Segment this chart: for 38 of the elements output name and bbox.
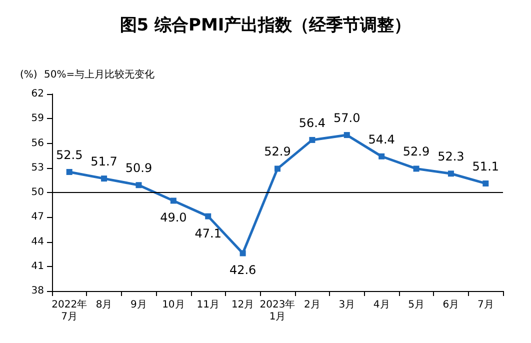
x-tick-label: 3月 xyxy=(338,300,356,310)
data-label: 51.1 xyxy=(472,159,500,174)
y-tick-label: 50 xyxy=(31,187,44,198)
x-tick-label: 9月 xyxy=(130,300,147,310)
y-tick-label: 59 xyxy=(31,113,44,124)
data-label: 52.3 xyxy=(438,150,464,164)
y-tick-label: 53 xyxy=(31,162,44,174)
x-tick-label: 12月 xyxy=(231,300,254,310)
data-label: 51.7 xyxy=(90,154,118,169)
x-tick-label: 2022年 7月 xyxy=(52,298,88,322)
x-tick-label: 2月 xyxy=(304,300,320,310)
data-label: 52.9 xyxy=(402,144,430,159)
x-tick-label: 7月 xyxy=(477,300,494,310)
y-tick-label: 56 xyxy=(31,138,44,149)
y-tick-label: 41 xyxy=(31,260,44,272)
data-label: 52.9 xyxy=(264,144,291,159)
x-tick-label: 4月 xyxy=(373,300,390,310)
data-label: 42.6 xyxy=(229,263,256,278)
y-tick-label: 62 xyxy=(31,88,44,100)
y-tick-label: 47 xyxy=(31,212,44,223)
x-tick-label: 8月 xyxy=(96,300,112,310)
data-label: 49.0 xyxy=(160,210,187,225)
data-label: 57.0 xyxy=(334,111,360,126)
chart-title: 图5 综合PMI产出指数（经季节调整） xyxy=(120,16,412,36)
x-tick-label: 6月 xyxy=(442,300,460,310)
x-tick-label: 11月 xyxy=(196,300,220,310)
data-label: 52.5 xyxy=(56,148,83,162)
y-axis-title: (%) xyxy=(20,70,38,80)
text: 50%=与上月比较无变化 xyxy=(44,68,155,80)
data-label: 54.4 xyxy=(368,132,395,146)
y-tick-label: 38 xyxy=(31,286,44,296)
x-tick-label: 10月 xyxy=(162,300,185,310)
y-tick-label: 44 xyxy=(31,236,44,248)
data-label: 56.4 xyxy=(298,116,326,130)
data-label: 50.9 xyxy=(125,161,152,176)
data-label: 47.1 xyxy=(194,226,222,240)
x-tick-label: 2023年 1月 xyxy=(260,298,296,322)
x-tick-label: 5月 xyxy=(408,300,424,310)
